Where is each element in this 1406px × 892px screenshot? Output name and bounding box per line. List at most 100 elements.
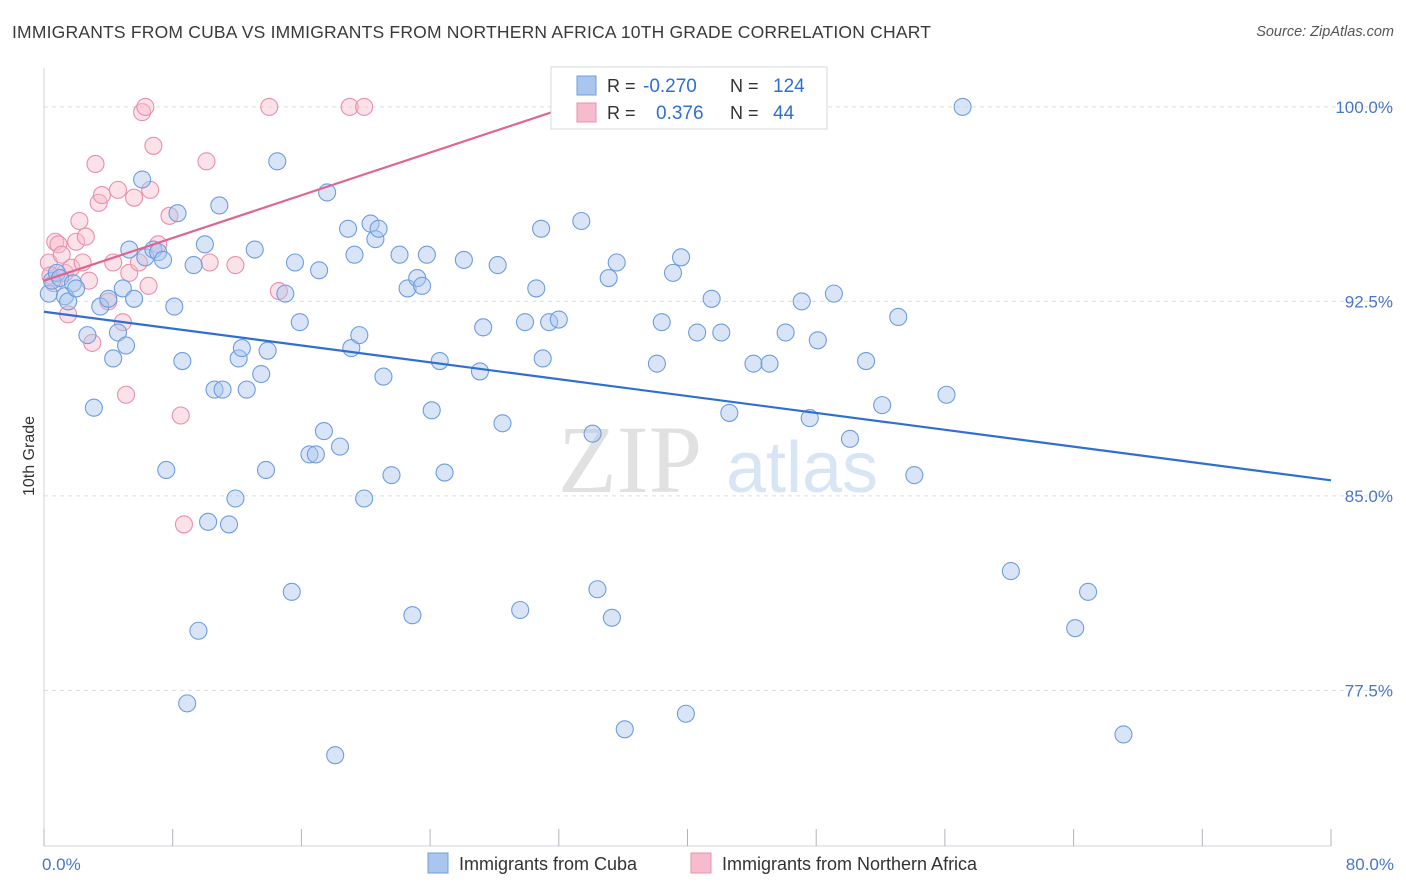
legend-n-value-cuba: 124: [773, 76, 805, 97]
point-cuba-79: [493, 414, 512, 433]
point-cuba-42: [256, 460, 276, 480]
point-nafr-36: [200, 253, 219, 272]
point-cuba-66: [390, 245, 409, 264]
point-cuba-120: [1114, 725, 1133, 744]
point-cuba-49: [300, 445, 319, 464]
point-cuba-75: [454, 250, 473, 269]
point-nafr-26: [133, 103, 152, 122]
point-nafr-12: [76, 227, 95, 246]
point-cuba-12: [104, 349, 123, 368]
point-cuba-62: [366, 230, 385, 249]
point-cuba-45: [276, 284, 295, 303]
point-cuba-117: [1001, 562, 1020, 581]
point-cuba-7: [67, 279, 86, 298]
point-nafr-27: [136, 97, 155, 116]
point-cuba-31: [199, 512, 218, 531]
series-northern-africa-points: [39, 97, 601, 534]
point-cuba-37: [229, 349, 248, 368]
point-nafr-4: [49, 235, 68, 254]
point-cuba-46: [282, 582, 301, 601]
point-nafr-37: [226, 256, 245, 275]
point-cuba-115: [937, 385, 956, 404]
point-cuba-33: [210, 196, 229, 215]
point-cuba-87: [572, 211, 591, 231]
series-legend: Immigrants from Cuba Immigrants from Nor…: [427, 852, 978, 874]
point-nafr-33: [171, 406, 190, 425]
legend-r-value-cuba: -0.270: [643, 76, 697, 97]
point-cuba-92: [607, 253, 626, 272]
point-cuba-102: [720, 403, 739, 422]
point-cuba-101: [712, 323, 731, 342]
point-cuba-89: [588, 580, 607, 599]
point-cuba-100: [702, 289, 721, 308]
y-tick-label-1: 85.0%: [1345, 487, 1393, 506]
point-cuba-71: [417, 245, 436, 264]
point-cuba-6: [63, 274, 83, 293]
point-cuba-112: [873, 396, 892, 415]
point-nafr-35: [197, 152, 216, 171]
legend-n-value-nafr: 44: [773, 103, 795, 124]
point-cuba-48: [290, 313, 309, 332]
point-cuba-63: [369, 219, 388, 238]
y-tick-label-0: 77.5%: [1345, 681, 1393, 700]
point-cuba-114: [905, 466, 924, 485]
y-tick-labels: 77.5% 85.0% 92.5% 100.0%: [1335, 98, 1393, 701]
trend-line-cuba: [43, 310, 1332, 482]
point-cuba-41: [252, 364, 271, 384]
y-tick-label-3: 100.0%: [1335, 98, 1393, 117]
point-nafr-9: [67, 232, 86, 251]
point-cuba-52: [314, 422, 333, 441]
point-cuba-109: [824, 284, 843, 303]
point-cuba-78: [488, 256, 507, 275]
point-cuba-15: [116, 336, 136, 355]
legend-n-label-cuba: N =: [730, 76, 759, 96]
series-cuba-points: [39, 97, 1133, 765]
point-cuba-119: [1079, 582, 1098, 601]
correlation-legend: R = -0.270 N = 124 R = 0.376 N = 44: [550, 66, 828, 130]
point-cuba-56: [339, 219, 358, 238]
point-nafr-10: [70, 211, 89, 231]
point-nafr-38: [260, 97, 279, 116]
point-cuba-68: [403, 606, 422, 625]
watermark: ZIP atlas: [558, 406, 878, 513]
x-tick-label-min: 0.0%: [42, 855, 81, 874]
point-cuba-30: [195, 235, 214, 254]
source-label: Source: ZipAtlas.com: [1256, 24, 1394, 40]
point-cuba-50: [306, 445, 325, 464]
series-legend-label-cuba: Immigrants from Cuba: [459, 854, 638, 874]
y-tick-label-2: 92.5%: [1345, 292, 1393, 311]
point-cuba-80: [511, 600, 530, 620]
point-cuba-58: [345, 245, 364, 264]
point-cuba-116: [953, 97, 972, 116]
point-cuba-74: [435, 463, 454, 482]
legend-swatch-cuba: [576, 75, 597, 96]
point-cuba-14: [113, 279, 132, 298]
y-axis-title: 10th Grade: [21, 416, 38, 496]
legend-n-label-nafr: N =: [730, 103, 759, 123]
point-cuba-90: [599, 269, 618, 288]
point-nafr-20: [108, 180, 128, 199]
series-legend-label-nafr: Immigrants from Northern Africa: [722, 854, 978, 874]
point-nafr-41: [355, 97, 374, 116]
series-legend-swatch-nafr: [690, 852, 712, 874]
point-cuba-11: [99, 289, 118, 308]
point-cuba-59: [350, 326, 369, 345]
point-cuba-106: [792, 292, 811, 311]
point-cuba-83: [532, 219, 551, 238]
point-cuba-17: [125, 289, 144, 308]
trend-line-nafr: [43, 95, 600, 282]
point-cuba-54: [326, 746, 345, 765]
point-cuba-72: [422, 401, 441, 420]
point-cuba-93: [615, 720, 634, 739]
point-cuba-65: [382, 466, 401, 485]
point-cuba-99: [688, 323, 707, 342]
point-cuba-35: [219, 515, 239, 534]
point-cuba-84: [533, 349, 552, 368]
gridlines: [44, 106, 1394, 691]
point-cuba-77: [474, 318, 493, 337]
trend-lines: [43, 95, 1332, 482]
series-legend-swatch-cuba: [427, 852, 449, 874]
point-cuba-39: [237, 380, 256, 399]
point-cuba-64: [374, 367, 393, 386]
